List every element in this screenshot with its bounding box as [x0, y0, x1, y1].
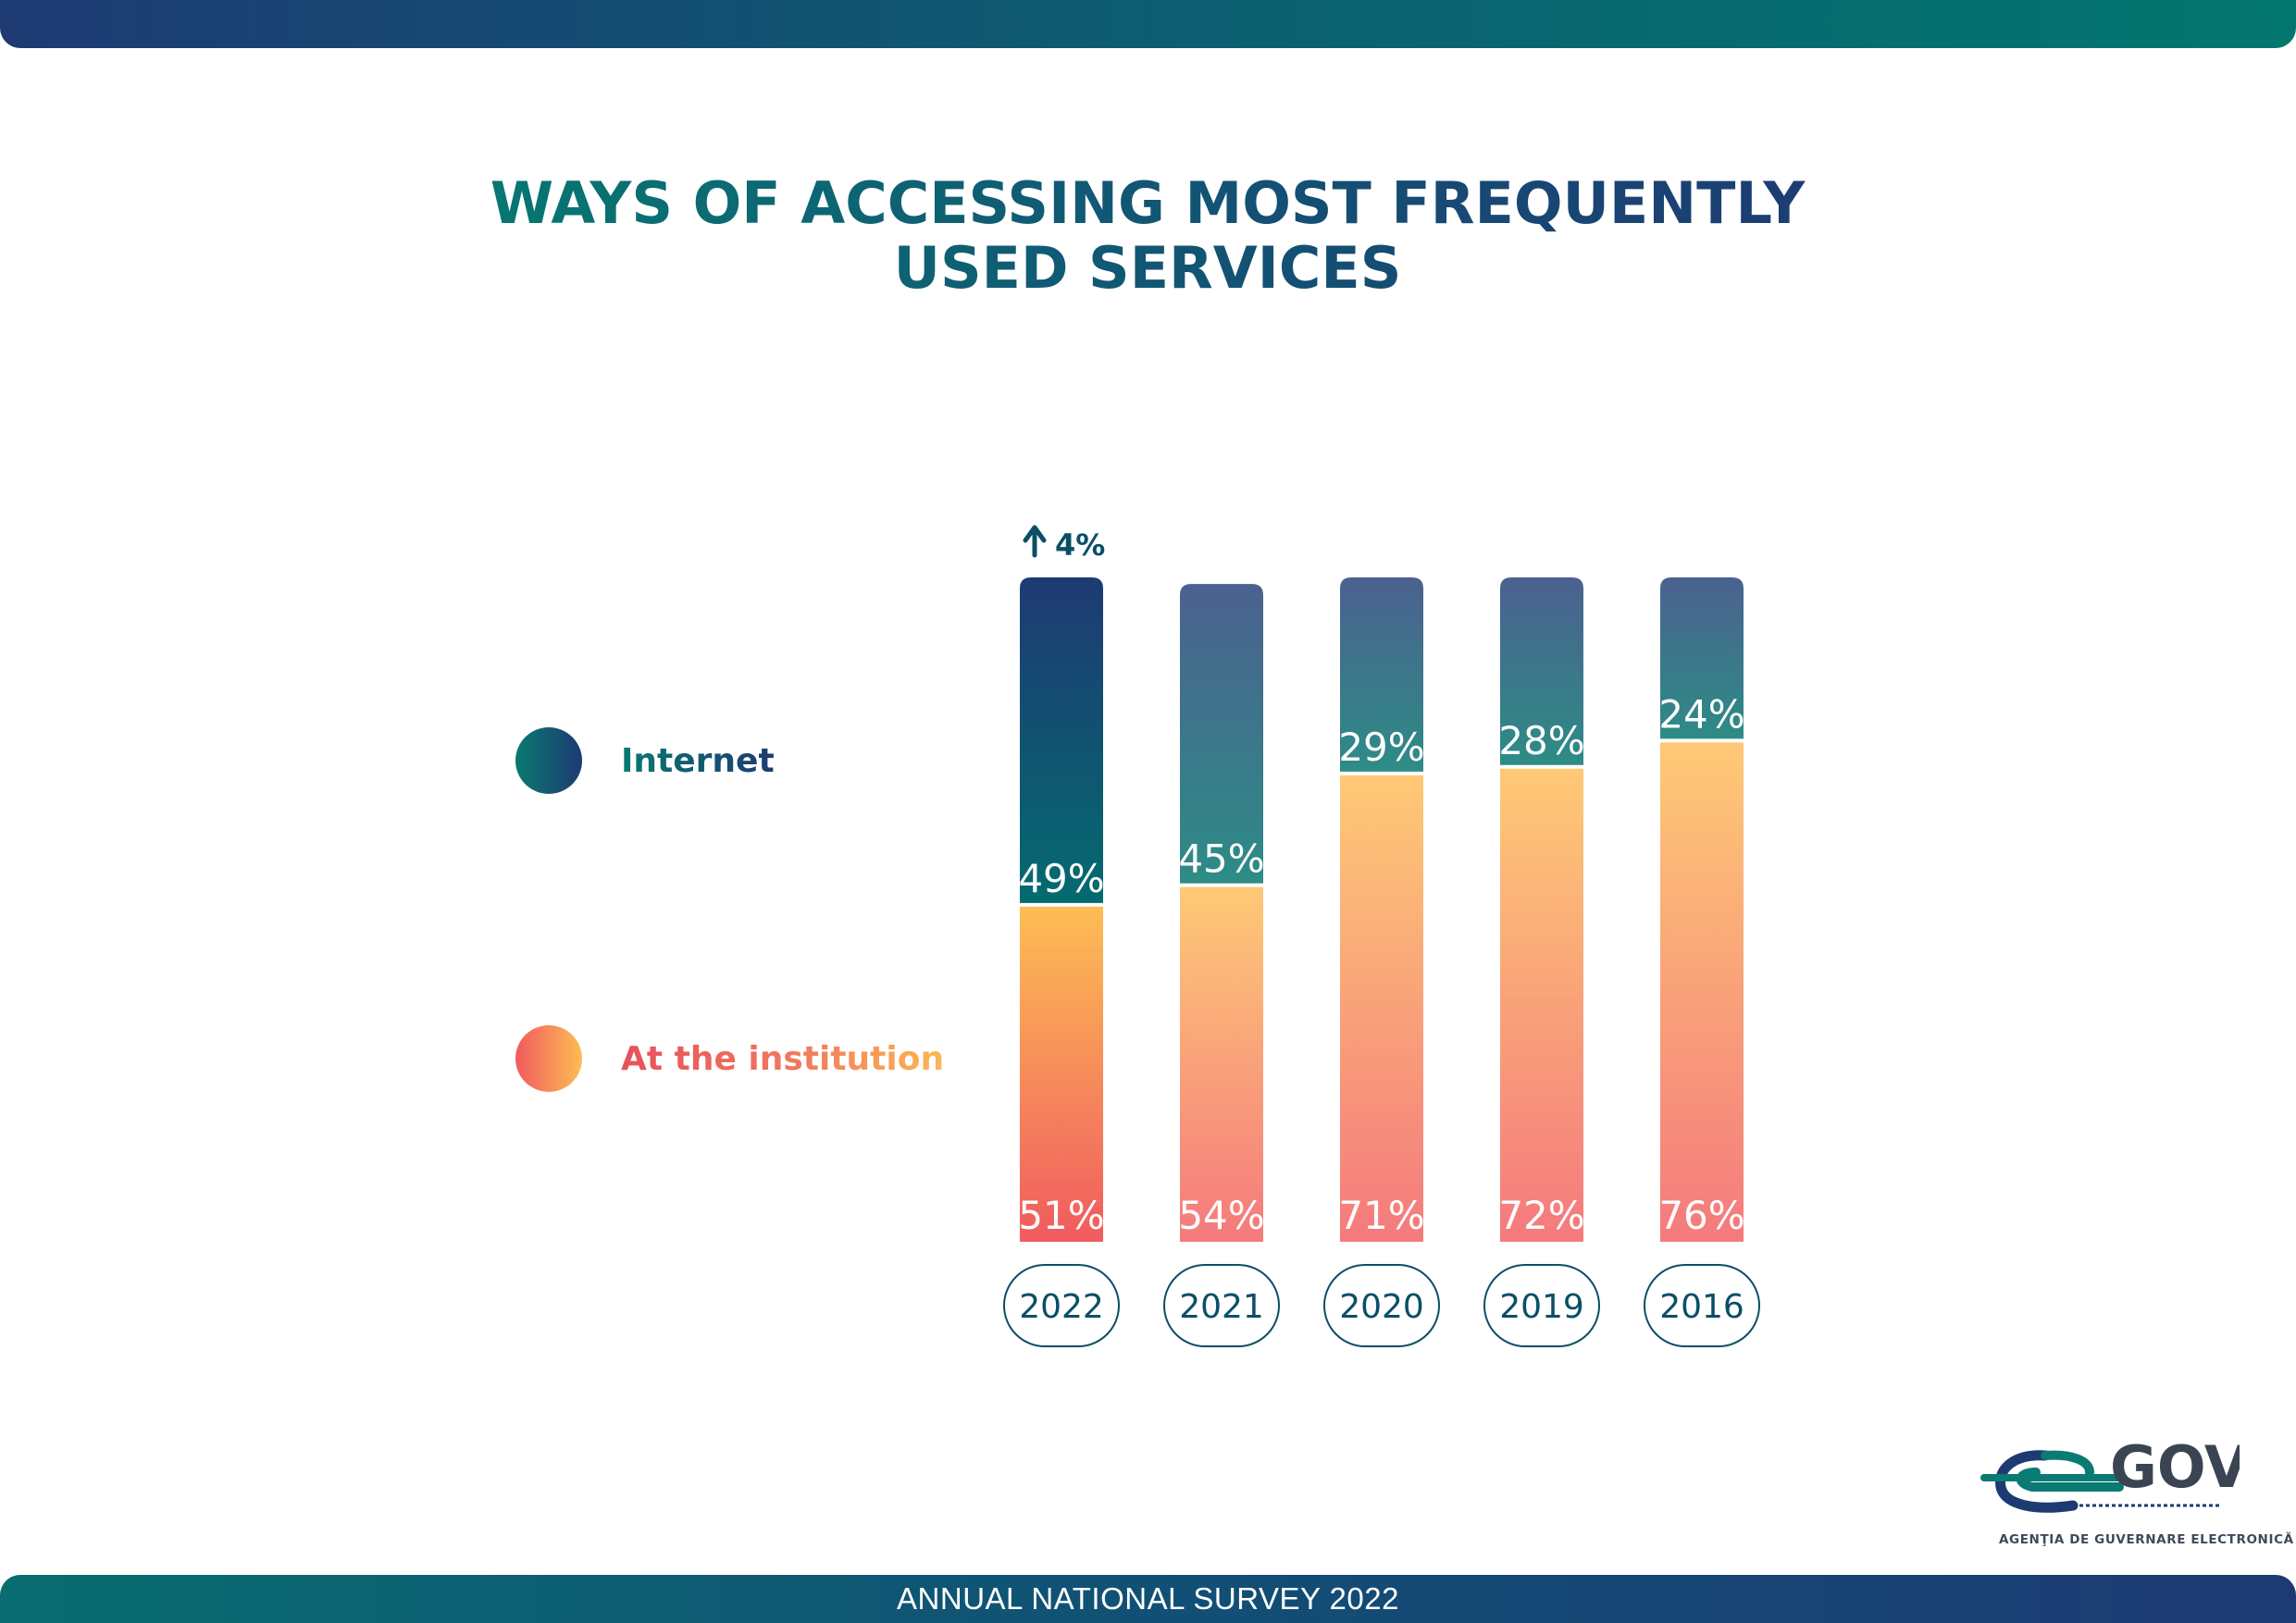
bar-internet-2021 — [1180, 584, 1263, 884]
legend-internet: Internet — [515, 727, 775, 794]
year-pill-2020 — [1323, 1264, 1440, 1347]
bar-internet-2022 — [1020, 577, 1103, 903]
legend-internet-label: Internet — [621, 741, 775, 780]
bar-internet-2020 — [1340, 577, 1423, 772]
bar-institution-2022 — [1020, 906, 1103, 1242]
bar-internet-2016 — [1660, 577, 1744, 739]
year-pill-2021 — [1163, 1264, 1280, 1347]
bar-institution-2021 — [1180, 886, 1263, 1242]
label-internet-2016: 24% — [1658, 691, 1744, 737]
year-pill-2019 — [1483, 1264, 1600, 1347]
top-banner — [0, 0, 2296, 48]
legend-internet-swatch — [515, 727, 582, 794]
legend-institution-label: At the institution — [621, 1039, 945, 1078]
arrow-up-icon — [1023, 525, 1047, 558]
bar-internet-2019 — [1500, 577, 1583, 765]
tick-label-2022: 2022 — [1019, 1288, 1104, 1326]
label-institution-2016: 76% — [1658, 1193, 1744, 1238]
label-institution-2022: 51% — [1018, 1193, 1104, 1238]
egov-logo: GOV — [1980, 1433, 2240, 1513]
label-internet-2022: 49% — [1018, 856, 1104, 901]
label-internet-2020: 29% — [1338, 725, 1424, 770]
year-pill-2016 — [1644, 1264, 1760, 1347]
legend-institution: At the institution — [515, 1025, 944, 1092]
footer-text: ANNUAL NATIONAL SURVEY 2022 — [897, 1581, 1399, 1616]
label-institution-2019: 72% — [1498, 1193, 1584, 1238]
logo-caption: AGENŢIA DE GUVERNARE ELECTRONICĂ — [1999, 1532, 2294, 1547]
label-institution-2020: 71% — [1338, 1193, 1424, 1238]
tick-label-2021: 2021 — [1179, 1288, 1264, 1326]
legend-institution-swatch — [515, 1025, 582, 1092]
footer-banner: ANNUAL NATIONAL SURVEY 2022 — [0, 1575, 2296, 1623]
label-internet-2021: 45% — [1178, 836, 1264, 882]
bar-institution-2019 — [1500, 768, 1583, 1242]
tick-label-2020: 2020 — [1339, 1288, 1424, 1326]
bar-institution-2016 — [1660, 742, 1744, 1242]
year-pill-2022 — [1003, 1264, 1120, 1347]
annotation-label: 4% — [1055, 527, 1105, 563]
logo-mark-text: GOV — [2110, 1433, 2240, 1501]
tick-label-2019: 2019 — [1499, 1288, 1584, 1326]
bar-institution-2020 — [1340, 774, 1423, 1242]
label-internet-2019: 28% — [1498, 718, 1584, 763]
label-institution-2021: 54% — [1178, 1193, 1264, 1238]
tick-label-2016: 2016 — [1659, 1288, 1744, 1326]
